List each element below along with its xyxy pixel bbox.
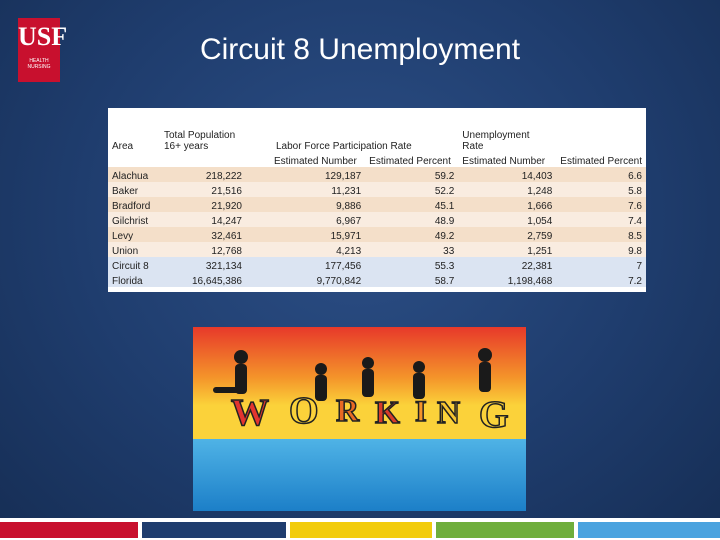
- row-value: 58.7: [365, 272, 459, 287]
- table-row: Gilchrist 14,247 6,967 48.9 1,054 7.4: [108, 212, 646, 227]
- row-area: Bradford: [108, 197, 160, 212]
- row-value: 7.2: [556, 272, 646, 287]
- row-value: 21,920: [160, 197, 246, 212]
- row-value: 9,886: [246, 197, 366, 212]
- letter-w: W: [231, 392, 269, 434]
- slide-footer: [0, 518, 720, 540]
- unemployment-table: Area Total Population 16+ years Labor Fo…: [108, 108, 646, 292]
- table-row: Alachua 218,222 129,187 59.2 14,403 6.6: [108, 167, 646, 182]
- row-area: Circuit 8: [108, 257, 160, 272]
- row-value: 129,187: [246, 167, 366, 182]
- table-row: Bradford 21,920 9,886 45.1 1,666 7.6: [108, 197, 646, 212]
- row-value: 59.2: [365, 167, 459, 182]
- row-value: 6,967: [246, 212, 366, 227]
- working-banner-image: W O R K I N G: [193, 327, 526, 511]
- usf-health-logo: USF HEALTH NURSING: [18, 18, 68, 82]
- footer-bar-light-blue: [578, 522, 720, 538]
- table-row: Florida 16,645,386 9,770,842 58.7 1,198,468 7…: [108, 272, 646, 287]
- table-row: Baker 21,516 11,231 52.2 1,248 5.8: [108, 182, 646, 197]
- row-value: 21,516: [160, 182, 246, 197]
- row-value: 1,251: [458, 242, 557, 257]
- header-area: Area: [108, 108, 160, 152]
- row-value: 15,971: [246, 227, 366, 242]
- row-value: 14,247: [160, 212, 246, 227]
- footer-bar-blue: [142, 522, 286, 538]
- row-value: 5.8: [556, 182, 646, 197]
- table-row: Union 12,768 4,213 33 1,251 9.8: [108, 242, 646, 257]
- worker-silhouettes: [213, 348, 492, 401]
- letter-r: R: [336, 392, 360, 428]
- row-value: 9.8: [556, 242, 646, 257]
- working-illustration: W O R K I N G: [193, 327, 526, 511]
- header-lf-number: Estimated Number: [246, 152, 366, 167]
- letter-g: G: [479, 394, 509, 436]
- row-value: 9,770,842: [246, 272, 366, 287]
- footer-bar-red: [0, 522, 138, 538]
- row-value: 7: [556, 257, 646, 272]
- logo-subtitle: HEALTH NURSING: [27, 58, 51, 70]
- header-ue-percent: Estimated Percent: [556, 152, 646, 167]
- table-header-row-2: Estimated Number Estimated Percent Estim…: [108, 152, 646, 167]
- row-value: 2,759: [458, 227, 557, 242]
- header-lf-percent: Estimated Percent: [365, 152, 459, 167]
- row-value: 45.1: [365, 197, 459, 212]
- row-area: Baker: [108, 182, 160, 197]
- logo-mark: USF: [18, 22, 68, 51]
- table-row: Circuit 8 321,134 177,456 55.3 22,381 7: [108, 257, 646, 272]
- row-value: 1,248: [458, 182, 557, 197]
- letter-n: N: [437, 394, 460, 430]
- header-total-population: Total Population 16+ years: [160, 108, 246, 152]
- table-header-row-1: Area Total Population 16+ years Labor Fo…: [108, 108, 646, 152]
- row-value: 12,768: [160, 242, 246, 257]
- row-value: 52.2: [365, 182, 459, 197]
- row-area: Levy: [108, 227, 160, 242]
- row-value: 6.6: [556, 167, 646, 182]
- row-value: 55.3: [365, 257, 459, 272]
- row-area: Florida: [108, 272, 160, 287]
- header-labor-force: Labor Force Participation Rate: [246, 108, 459, 152]
- row-value: 1,666: [458, 197, 557, 212]
- row-value: 218,222: [160, 167, 246, 182]
- row-value: 7.4: [556, 212, 646, 227]
- row-area: Union: [108, 242, 160, 257]
- row-value: 16,645,386: [160, 272, 246, 287]
- row-value: 49.2: [365, 227, 459, 242]
- row-value: 48.9: [365, 212, 459, 227]
- row-value: 1,054: [458, 212, 557, 227]
- letter-o: O: [289, 390, 319, 432]
- footer-bar-yellow: [290, 522, 432, 538]
- row-value: 22,381: [458, 257, 557, 272]
- header-unemployment-rate: Unemployment Rate: [458, 108, 557, 152]
- row-value: 177,456: [246, 257, 366, 272]
- row-value: 4,213: [246, 242, 366, 257]
- letter-k: K: [375, 394, 400, 430]
- row-area: Gilchrist: [108, 212, 160, 227]
- row-value: 33: [365, 242, 459, 257]
- row-value: 14,403: [458, 167, 557, 182]
- row-area: Alachua: [108, 167, 160, 182]
- slide-title: Circuit 8 Unemployment: [199, 33, 521, 66]
- footer-bar-green: [436, 522, 574, 538]
- row-value: 1,198,468: [458, 272, 557, 287]
- row-value: 321,134: [160, 257, 246, 272]
- row-value: 11,231: [246, 182, 366, 197]
- row-value: 32,461: [160, 227, 246, 242]
- row-value: 7.6: [556, 197, 646, 212]
- header-ue-number: Estimated Number: [458, 152, 557, 167]
- table-row: Levy 32,461 15,971 49.2 2,759 8.5: [108, 227, 646, 242]
- letter-i: I: [415, 395, 427, 428]
- row-value: 8.5: [556, 227, 646, 242]
- working-letters: W O R K I N G: [230, 389, 509, 437]
